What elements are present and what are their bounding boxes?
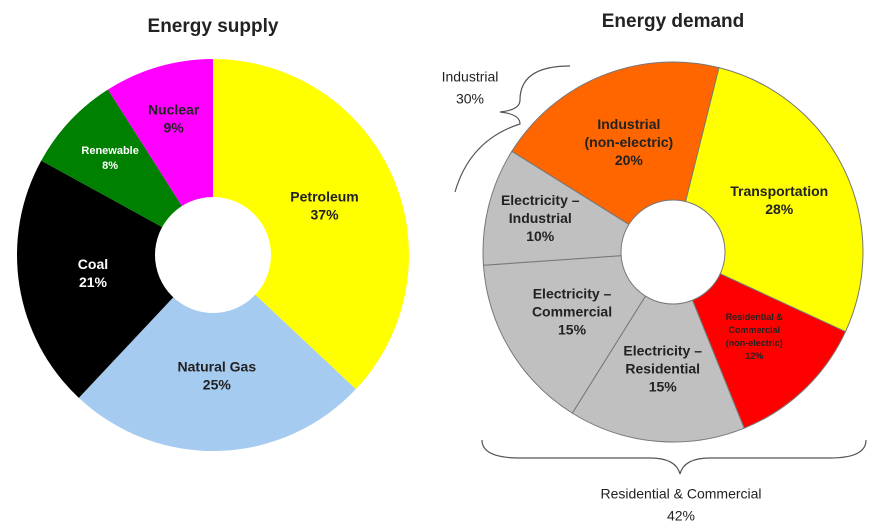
slice-label: Electricity – Residential 15%	[623, 342, 702, 394]
slice-label: Petroleum 37%	[290, 188, 358, 222]
value-label: 8%	[102, 160, 118, 172]
annotation: 30%	[456, 91, 484, 107]
annotation: 42%	[667, 508, 695, 524]
value-label: 10%	[526, 228, 555, 244]
value-label: 28%	[765, 201, 794, 217]
slice-label: Electricity – Industrial 10%	[501, 192, 580, 244]
pie-slice	[672, 251, 847, 429]
pie-slice	[482, 251, 674, 414]
slice-label-line: Industrial	[597, 115, 660, 131]
slice-label: Coal 21%	[78, 256, 108, 290]
brace	[481, 439, 867, 475]
pie-slice	[41, 89, 213, 256]
chart-title: Energy supply	[148, 16, 279, 37]
slice-label-line: Renewable	[81, 145, 138, 157]
pie-slice	[78, 255, 356, 451]
pie-slice	[571, 250, 745, 443]
slice-label: Transportation 28%	[730, 183, 828, 217]
slice-label-line: Electricity –	[501, 192, 580, 208]
slice-label: Renewable 8%	[81, 145, 138, 172]
value-label: 37%	[311, 206, 340, 222]
brace	[454, 65, 571, 193]
slice-label-line: Electricity –	[623, 342, 702, 358]
slice-label: Natural Gas 25%	[178, 358, 257, 392]
slice-label-line: Natural Gas	[178, 358, 257, 374]
pie-hole	[620, 199, 726, 305]
slice-label: Nuclear 9%	[148, 101, 200, 135]
slice-label-line: Industrial	[509, 210, 572, 226]
slice-label-line: (non-electric)	[726, 338, 783, 348]
slice-label-line: Nuclear	[148, 101, 200, 117]
chart-title: Energy demand	[602, 11, 745, 32]
value-label: 21%	[79, 274, 108, 290]
value-label: 15%	[558, 321, 587, 337]
value-label: 15%	[649, 378, 678, 394]
slice-label-line: (non-electric)	[585, 133, 674, 149]
value-label: 20%	[615, 151, 644, 167]
slice-label: Residential & Commercial (non-electric) 12%	[726, 312, 784, 361]
slice-label-line: Coal	[78, 256, 108, 272]
slice-label-line: Commercial	[728, 325, 780, 335]
pie-hole	[155, 197, 271, 313]
slice-label-line: Residential &	[726, 312, 784, 322]
value-label: 9%	[164, 119, 185, 135]
pie-slice	[17, 160, 214, 398]
slice-label-line: Transportation	[730, 183, 828, 199]
slice-label: Industrial (non-electric) 20%	[585, 115, 674, 167]
slice-label-line: Commercial	[532, 303, 612, 319]
value-label: 12%	[745, 351, 763, 361]
slice-label-line: Electricity –	[533, 285, 612, 301]
slice-label-line: Petroleum	[290, 188, 358, 204]
pie-slice	[213, 59, 409, 390]
value-label: 25%	[203, 376, 232, 392]
annotation: Industrial	[442, 69, 499, 85]
annotation: Residential & Commercial	[600, 486, 761, 502]
slice-label-line: Residential	[625, 360, 700, 376]
slice-label: Electricity – Commercial 15%	[532, 285, 612, 337]
